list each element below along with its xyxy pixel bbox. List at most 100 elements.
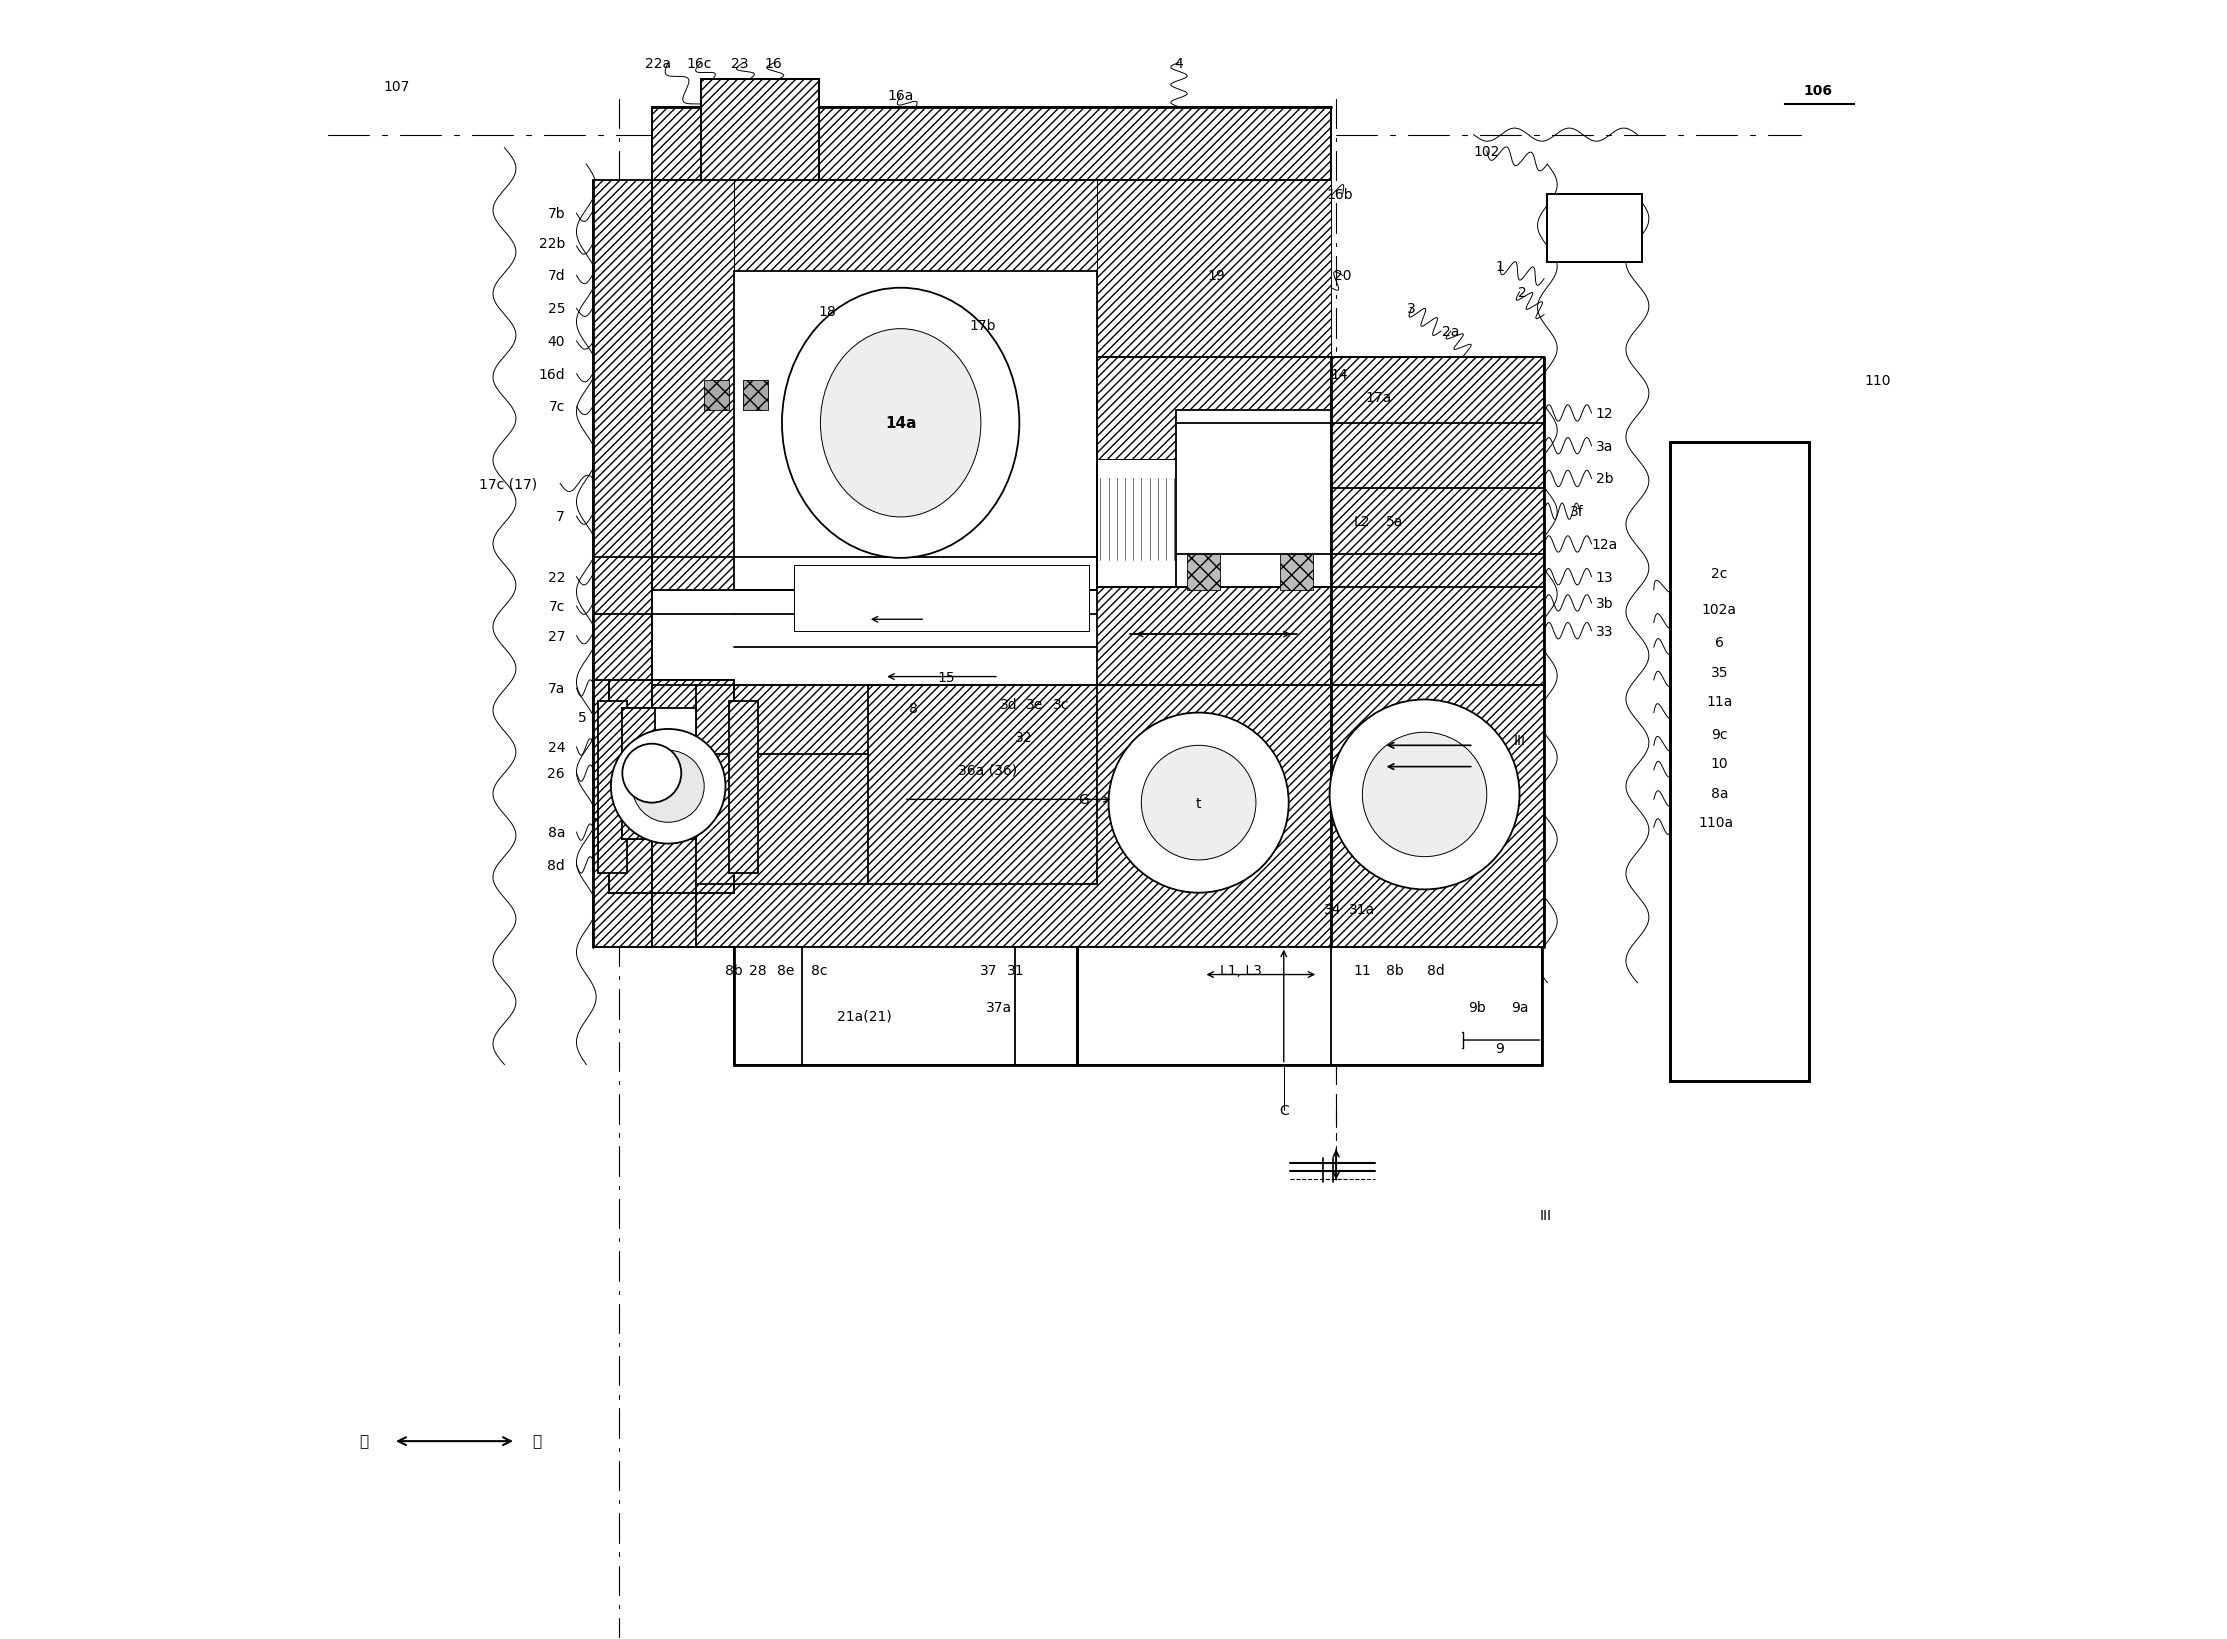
Text: 15: 15 xyxy=(938,670,955,683)
Text: 32: 32 xyxy=(1016,731,1031,744)
Text: 3f: 3f xyxy=(1570,505,1583,520)
Text: 17a: 17a xyxy=(1365,390,1392,405)
Bar xyxy=(733,947,1078,1065)
Bar xyxy=(1098,357,1332,587)
Bar xyxy=(610,680,733,893)
Text: 3: 3 xyxy=(1407,302,1416,316)
Text: L1, L3: L1, L3 xyxy=(1220,964,1263,977)
Bar xyxy=(733,467,1098,590)
Bar xyxy=(621,708,697,839)
Text: 23: 23 xyxy=(730,57,748,70)
Text: 9: 9 xyxy=(1497,1041,1503,1056)
Text: 26: 26 xyxy=(548,767,566,780)
Text: t: t xyxy=(1196,797,1200,810)
Text: 27: 27 xyxy=(548,629,566,642)
Text: 8d: 8d xyxy=(548,859,566,872)
Text: 37a: 37a xyxy=(987,1001,1011,1015)
Text: 7c: 7c xyxy=(548,400,566,415)
Circle shape xyxy=(610,729,726,844)
Text: 9c: 9c xyxy=(1710,728,1728,741)
Text: 16a: 16a xyxy=(889,89,913,103)
Bar xyxy=(1332,685,1543,947)
Text: 40: 40 xyxy=(548,334,566,349)
Text: 3d: 3d xyxy=(1000,698,1018,711)
Text: 16b: 16b xyxy=(1325,187,1352,202)
Text: 7a: 7a xyxy=(548,682,566,695)
Text: 12a: 12a xyxy=(1592,538,1617,552)
Text: 102: 102 xyxy=(1474,144,1501,159)
Text: 6: 6 xyxy=(1715,636,1724,649)
Circle shape xyxy=(621,744,681,803)
Bar xyxy=(704,380,728,410)
Text: 17c (17): 17c (17) xyxy=(479,477,537,492)
Bar xyxy=(653,182,733,590)
Text: 8a: 8a xyxy=(1710,787,1728,800)
Bar xyxy=(653,685,1332,947)
Bar xyxy=(733,182,1098,272)
Text: 22b: 22b xyxy=(539,236,566,251)
Bar xyxy=(621,708,655,839)
Text: 28: 28 xyxy=(750,964,766,977)
Text: 17b: 17b xyxy=(969,318,995,333)
Text: 8d: 8d xyxy=(1428,964,1445,977)
Bar xyxy=(1098,182,1332,590)
Text: 4: 4 xyxy=(1174,57,1183,70)
Text: 31: 31 xyxy=(1007,964,1024,977)
Bar xyxy=(1281,554,1314,590)
Text: 31a: 31a xyxy=(1350,903,1376,916)
Text: 7d: 7d xyxy=(548,269,566,284)
Text: 11: 11 xyxy=(1354,964,1372,977)
Text: 36a (36): 36a (36) xyxy=(958,764,1018,777)
Text: 8e: 8e xyxy=(777,964,795,977)
Bar xyxy=(1332,357,1543,685)
Text: C: C xyxy=(1278,1103,1289,1118)
Text: 102a: 102a xyxy=(1701,603,1737,616)
Text: 37: 37 xyxy=(980,964,998,977)
Text: 25: 25 xyxy=(548,302,566,316)
Text: 21a(21): 21a(21) xyxy=(837,1010,893,1023)
Text: 8: 8 xyxy=(909,701,918,715)
Text: 7: 7 xyxy=(557,510,566,524)
Bar xyxy=(1670,443,1808,1082)
Text: 2c: 2c xyxy=(1710,567,1728,582)
Circle shape xyxy=(1363,733,1488,857)
Text: 35: 35 xyxy=(1710,665,1728,679)
Text: 8a: 8a xyxy=(548,826,566,839)
Bar xyxy=(610,680,733,893)
Text: 22: 22 xyxy=(548,570,566,585)
Text: 2b: 2b xyxy=(1597,472,1615,487)
Text: 34: 34 xyxy=(1325,903,1341,916)
Text: 3a: 3a xyxy=(1597,439,1612,454)
Bar xyxy=(1098,459,1178,590)
Text: 5: 5 xyxy=(577,711,586,724)
Ellipse shape xyxy=(782,288,1020,559)
Text: 18: 18 xyxy=(817,305,835,320)
Text: 1: 1 xyxy=(1497,259,1503,274)
Bar xyxy=(702,80,820,182)
Bar xyxy=(1332,357,1543,685)
Text: 下: 下 xyxy=(359,1434,367,1449)
Text: 9a: 9a xyxy=(1510,1001,1528,1015)
Text: 2a: 2a xyxy=(1443,325,1459,339)
Text: 7b: 7b xyxy=(548,207,566,221)
Text: 上: 上 xyxy=(532,1434,541,1449)
Text: 3c: 3c xyxy=(1053,698,1069,711)
Bar xyxy=(733,272,1098,590)
Bar xyxy=(795,565,1089,631)
Bar xyxy=(597,701,628,874)
Bar xyxy=(1187,554,1220,590)
Text: 24: 24 xyxy=(548,741,566,754)
Text: 2: 2 xyxy=(1519,285,1528,300)
Text: 14: 14 xyxy=(1330,367,1347,382)
Text: 5a: 5a xyxy=(1387,515,1403,529)
Bar xyxy=(653,108,1332,182)
Text: 10: 10 xyxy=(1710,757,1728,770)
Bar xyxy=(728,701,757,874)
Text: 3e: 3e xyxy=(1027,698,1044,711)
Text: 16d: 16d xyxy=(539,367,566,382)
Bar xyxy=(1098,587,1332,685)
Text: 22a: 22a xyxy=(646,57,670,70)
Text: 11a: 11a xyxy=(1706,695,1733,708)
Bar xyxy=(1078,947,1543,1065)
Text: 33: 33 xyxy=(1597,624,1612,638)
